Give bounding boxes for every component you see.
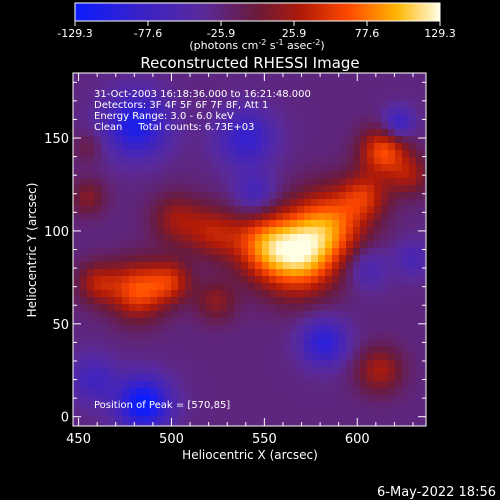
y-tick-label: 100 <box>44 225 69 240</box>
peak-position-label: Position of Peak = [570,85] <box>94 400 230 411</box>
colorbar-tick-label: -129.3 <box>57 27 92 40</box>
annotation-block: 31-Oct-2003 16:18:36.000 to 16:21:48.000… <box>94 89 311 133</box>
y-axis-label: Heliocentric Y (arcsec) <box>25 183 39 318</box>
colorbar: -129.3 -77.6 -25.9 25.9 77.6 129.3 (photons c… <box>57 2 456 52</box>
annotation-time-range: 31-Oct-2003 16:18:36.000 to 16:21:48.000 <box>94 89 311 100</box>
chart-title: Reconstructed RHESSI Image <box>140 54 359 72</box>
heatmap-image <box>73 73 426 426</box>
footer-date: 6-May-2022 18:56 <box>377 485 496 500</box>
colorbar-units-label: (photons cm-2 s-1 asec-2) <box>189 38 324 52</box>
annotation-total-counts: Clean Total counts: 6.73E+03 <box>94 122 254 133</box>
x-axis-ticks: 450 500 550 600 <box>66 73 414 447</box>
x-tick-label: 550 <box>252 432 277 447</box>
colorbar-ticks: -129.3 -77.6 -25.9 25.9 77.6 129.3 <box>57 21 456 40</box>
x-axis-label: Heliocentric X (arcsec) <box>182 448 318 462</box>
annotation-energy-range: Energy Range: 3.0 - 6.0 keV <box>94 111 234 122</box>
y-axis-ticks: 0 50 100 150 <box>44 81 426 426</box>
colorbar-gradient <box>74 2 441 22</box>
x-tick-label: 450 <box>66 432 91 447</box>
x-tick-label: 600 <box>345 432 370 447</box>
y-tick-label: 150 <box>44 132 69 147</box>
colorbar-tick-label: -25.9 <box>207 27 235 40</box>
annotation-detectors: Detectors: 3F 4F 5F 6F 7F 8F, Att 1 <box>94 100 268 111</box>
colorbar-tick-label: 25.9 <box>282 27 307 40</box>
colorbar-tick-label: 77.6 <box>355 27 380 40</box>
y-tick-label: 50 <box>52 318 69 333</box>
colorbar-tick-label: -77.6 <box>134 27 162 40</box>
x-tick-label: 500 <box>159 432 184 447</box>
colorbar-tick-label: 129.3 <box>424 27 456 40</box>
y-tick-label: 0 <box>61 411 69 426</box>
